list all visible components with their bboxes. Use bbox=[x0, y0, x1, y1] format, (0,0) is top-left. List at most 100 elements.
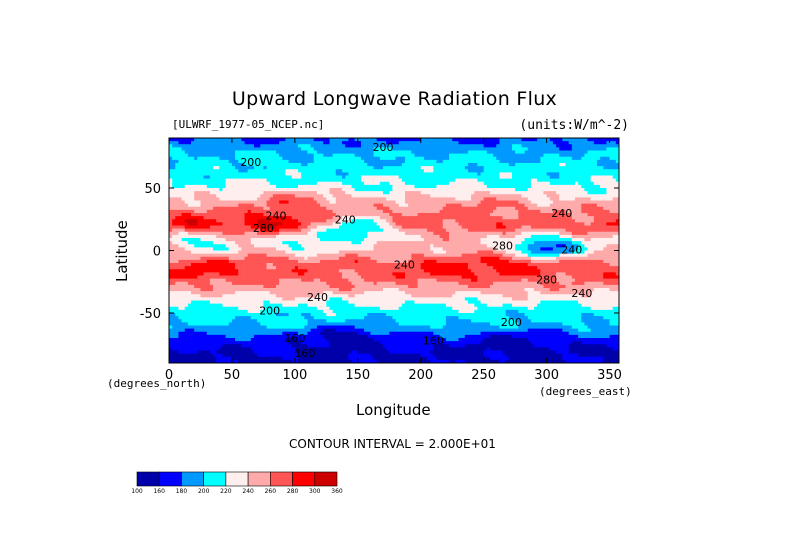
heatmap-cell bbox=[307, 144, 312, 148]
heatmap-cell bbox=[467, 244, 472, 248]
heatmap-cell bbox=[423, 231, 428, 236]
heatmap-cell bbox=[483, 206, 488, 211]
heatmap-cell bbox=[172, 203, 176, 208]
heatmap-cell bbox=[342, 225, 346, 230]
heatmap-cell bbox=[169, 219, 173, 223]
heatmap-cell bbox=[417, 184, 422, 189]
heatmap-cell bbox=[250, 181, 255, 186]
heatmap-cell bbox=[546, 163, 551, 167]
heatmap-cell bbox=[524, 141, 529, 145]
heatmap-cell bbox=[461, 209, 466, 214]
heatmap-cell bbox=[250, 244, 255, 248]
heatmap-cell bbox=[250, 200, 255, 205]
heatmap-cell bbox=[345, 241, 349, 245]
heatmap-cell bbox=[225, 219, 230, 223]
heatmap-cell bbox=[209, 169, 214, 173]
heatmap-cell bbox=[505, 163, 510, 167]
heatmap-cell bbox=[449, 197, 453, 201]
heatmap-cell bbox=[568, 231, 573, 236]
heatmap-cell bbox=[269, 231, 274, 236]
heatmap-cell bbox=[552, 231, 557, 236]
heatmap-cell bbox=[552, 222, 557, 226]
heatmap-cell bbox=[178, 138, 182, 142]
heatmap-cell bbox=[298, 206, 302, 211]
heatmap-cell bbox=[345, 159, 349, 164]
heatmap-cell bbox=[505, 188, 510, 192]
heatmap-cell bbox=[606, 144, 610, 148]
heatmap-cell bbox=[521, 234, 525, 239]
heatmap-cell bbox=[458, 153, 463, 158]
heatmap-cell bbox=[263, 188, 267, 192]
heatmap-cell bbox=[253, 222, 258, 226]
heatmap-cell bbox=[489, 188, 494, 192]
heatmap-cell bbox=[376, 191, 381, 195]
heatmap-cell bbox=[298, 203, 302, 208]
heatmap-cell bbox=[200, 163, 205, 167]
heatmap-cell bbox=[326, 216, 330, 220]
heatmap-cell bbox=[357, 181, 362, 186]
heatmap-cell bbox=[411, 181, 415, 186]
heatmap-cell bbox=[537, 175, 541, 180]
heatmap-cell bbox=[323, 238, 327, 242]
heatmap-cell bbox=[279, 197, 283, 201]
heatmap-cell bbox=[505, 156, 510, 161]
heatmap-cell bbox=[338, 184, 343, 189]
heatmap-cell bbox=[222, 178, 227, 183]
heatmap-cell bbox=[228, 144, 233, 148]
heatmap-cell bbox=[534, 184, 538, 189]
heatmap-cell bbox=[603, 181, 607, 186]
heatmap-cell bbox=[518, 213, 522, 217]
heatmap-cell bbox=[203, 200, 208, 205]
heatmap-cell bbox=[298, 241, 302, 245]
heatmap-cell bbox=[294, 188, 299, 192]
heatmap-cell bbox=[364, 241, 368, 245]
heatmap-cell bbox=[386, 200, 390, 205]
heatmap-cell bbox=[609, 144, 614, 148]
heatmap-cell bbox=[534, 241, 538, 245]
heatmap-cell bbox=[354, 188, 359, 192]
heatmap-cell bbox=[395, 175, 400, 180]
heatmap-cell bbox=[260, 194, 264, 198]
heatmap-cell bbox=[489, 219, 494, 223]
heatmap-cell bbox=[417, 178, 422, 183]
heatmap-cell bbox=[379, 147, 384, 151]
heatmap-cell bbox=[471, 150, 475, 155]
heatmap-cell bbox=[323, 225, 327, 230]
heatmap-cell bbox=[238, 216, 242, 220]
heatmap-cell bbox=[288, 184, 293, 189]
heatmap-cell bbox=[244, 163, 249, 167]
heatmap-cell bbox=[581, 234, 585, 239]
heatmap-cell bbox=[530, 159, 535, 164]
heatmap-cell bbox=[263, 231, 267, 236]
heatmap-cell bbox=[395, 222, 400, 226]
heatmap-cell bbox=[332, 231, 337, 236]
heatmap-cell bbox=[329, 194, 334, 198]
heatmap-cell bbox=[408, 153, 412, 158]
heatmap-cell bbox=[581, 203, 585, 208]
heatmap-cell bbox=[502, 219, 507, 223]
heatmap-cell bbox=[537, 153, 541, 158]
heatmap-cell bbox=[543, 150, 548, 155]
heatmap-cell bbox=[169, 188, 173, 192]
heatmap-cell bbox=[235, 238, 239, 242]
heatmap-cell bbox=[392, 203, 396, 208]
heatmap-cell bbox=[493, 244, 497, 248]
heatmap-cell bbox=[298, 188, 302, 192]
heatmap-cell bbox=[216, 197, 220, 201]
heatmap-cell bbox=[464, 138, 469, 142]
heatmap-cell bbox=[433, 178, 437, 183]
heatmap-cell bbox=[401, 175, 406, 180]
heatmap-cell bbox=[445, 238, 450, 242]
heatmap-cell bbox=[169, 225, 173, 230]
heatmap-cell bbox=[427, 234, 431, 239]
heatmap-cell bbox=[209, 234, 214, 239]
heatmap-cell bbox=[184, 144, 189, 148]
heatmap-cell bbox=[512, 203, 516, 208]
heatmap-cell bbox=[496, 144, 500, 148]
heatmap-cell bbox=[411, 172, 415, 176]
heatmap-cell bbox=[505, 228, 510, 233]
heatmap-cell bbox=[489, 150, 494, 155]
heatmap-cell bbox=[502, 178, 507, 183]
heatmap-cell bbox=[559, 150, 563, 155]
heatmap-cell bbox=[260, 231, 264, 236]
